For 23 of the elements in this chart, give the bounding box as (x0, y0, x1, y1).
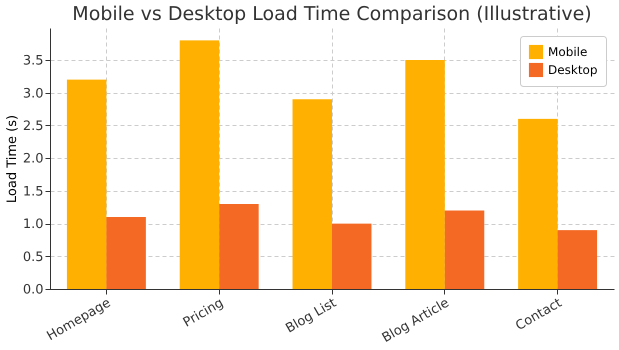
legend-label: Mobile (548, 45, 588, 59)
y-tick-label: 1.5 (22, 184, 44, 200)
bar (66, 80, 106, 289)
bar (219, 204, 259, 289)
x-tick-label: Blog List (283, 296, 339, 336)
y-axis-title: Load Time (s) (4, 114, 20, 204)
bar (444, 210, 484, 289)
y-tick-label: 2.5 (22, 118, 44, 134)
bar (558, 230, 598, 289)
bar (518, 118, 558, 289)
bar (180, 40, 220, 289)
bar (332, 224, 372, 289)
y-tick-label: 2.0 (22, 152, 44, 167)
bar (405, 60, 445, 289)
chart-title: Mobile vs Desktop Load Time Comparison (Illustrative) (72, 3, 592, 25)
y-tick-label: 1.0 (22, 217, 44, 232)
y-tick-label: 0.5 (22, 250, 44, 265)
legend-label: Desktop (548, 63, 598, 77)
y-tick-label: 3.0 (22, 86, 44, 102)
y-tick-label: 0.0 (22, 282, 44, 298)
y-tick-label: 3.5 (22, 54, 44, 69)
bar (106, 217, 146, 289)
bar (292, 99, 332, 289)
